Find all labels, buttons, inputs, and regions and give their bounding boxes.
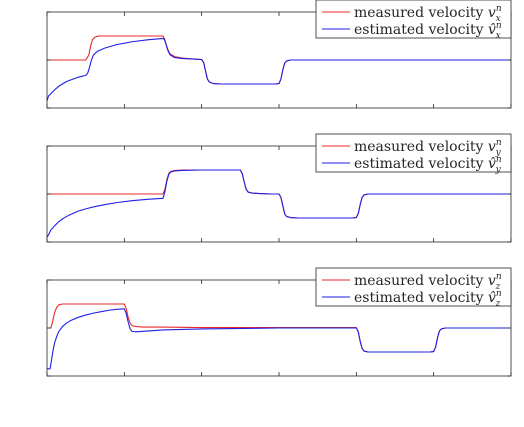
legend-label: measured velocity vn x [354,4,502,24]
estimated-velocity-z-line [47,308,511,370]
legend-label: measured velocity vn z [354,272,502,292]
estimated-velocity-y-line [46,169,511,238]
legend-label: estimated velocity v̂n z [354,289,502,309]
estimated-velocity-x-line [46,37,511,101]
legend-box [315,267,512,307]
legend-box [315,133,512,173]
legend-box [315,0,512,39]
legend-label: measured velocity vn y [354,138,502,158]
legend-label: estimated velocity v̂n y [354,155,502,175]
legend-label: estimated velocity v̂n x [354,21,502,41]
